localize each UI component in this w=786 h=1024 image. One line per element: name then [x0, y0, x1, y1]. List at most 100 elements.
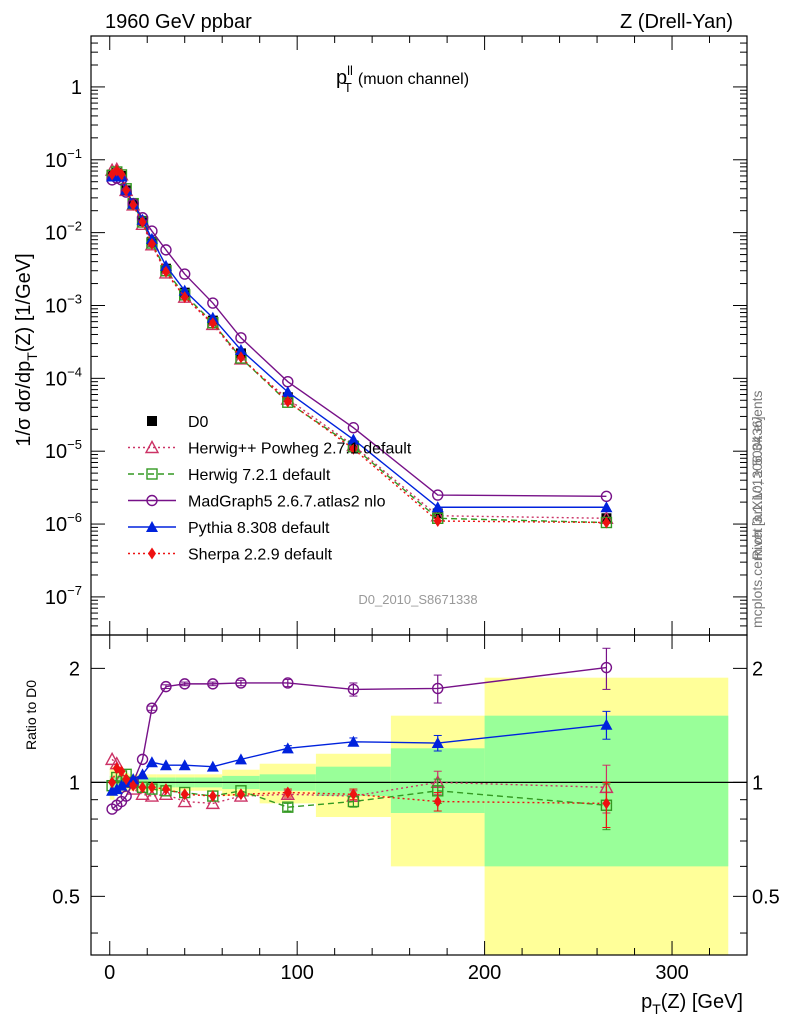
title-sub: T [344, 80, 352, 95]
data-point [161, 265, 170, 278]
ratio-ytick-label: 2 [69, 658, 80, 680]
ratio-point [179, 678, 191, 690]
data-point [129, 198, 138, 211]
ratio-point [135, 786, 150, 800]
main-ytick-label: 10−5 [45, 437, 82, 463]
ratio-point [144, 788, 160, 802]
xtick-label: 0 [104, 962, 115, 984]
data-point [234, 343, 247, 355]
legend-entry: Sherpa 2.2.9 default [128, 547, 333, 564]
header-right: Z (Drell-Yan) [620, 11, 733, 33]
ratio-point [129, 779, 138, 792]
legend-label: Herwig++ Powheg 2.7.1 default [188, 441, 412, 458]
legend-marker [146, 494, 158, 507]
data-point [206, 311, 219, 323]
data-point [347, 433, 360, 445]
xlabel-a: p [641, 991, 652, 1013]
main-panel: 1 10−1 10−2 10−3 10−4 10−5 10−6 10−7 [45, 35, 748, 636]
data-point [236, 351, 245, 364]
ratio-point [177, 794, 192, 808]
ratio-series-Sherpa 2.2.9 default [108, 762, 611, 828]
ratio-point [600, 661, 613, 674]
ratio-point [161, 783, 170, 796]
mcplots-label: mcplots.cern.ch [arXiv:1306.3436] [749, 416, 765, 628]
ratio-point [349, 788, 358, 801]
series-Sherpa 2.2.9 default [108, 164, 611, 529]
title-main: p [336, 67, 347, 89]
series-line [111, 169, 607, 524]
data-point [602, 516, 611, 529]
ratio-point [234, 753, 247, 765]
ratio-point [138, 781, 147, 794]
xtick-label: 100 [280, 962, 313, 984]
ratio-ytick-label: 1 [69, 772, 80, 794]
data-point [283, 395, 292, 408]
series-MadGraph5 2.6.7.atlas2 nlo [106, 172, 613, 503]
ratio-point [602, 797, 611, 810]
title-tail: (muon channel) [358, 71, 469, 88]
ratio-point [282, 677, 294, 689]
xtick-label: 300 [655, 962, 688, 984]
series-D0 [107, 167, 612, 524]
data-point [147, 237, 156, 250]
ratio-ytick-label-right: 2 [752, 658, 763, 680]
main-ytick-label: 10−3 [45, 291, 82, 317]
ratio-point [108, 776, 117, 789]
ratio-point [178, 759, 191, 771]
rivet-label: Rivet 3.1.10, ≥ 500k events [749, 390, 765, 560]
series-Pythia 8.308 default [106, 168, 613, 513]
legend-label: MadGraph5 2.6.7.atlas2 nlo [188, 494, 386, 511]
legend-marker [146, 521, 158, 532]
xlabel-c: (Z) [GeV] [661, 991, 743, 1013]
ratio-point [600, 718, 613, 730]
data-point [207, 297, 219, 309]
ratio-point [282, 801, 294, 813]
ratio-point [136, 768, 149, 780]
series-line [111, 171, 607, 524]
series-Herwig++ Powheg 2.7.1 default [104, 161, 614, 524]
ratio-point [127, 773, 140, 785]
legend-label: D0 [188, 414, 209, 431]
legend-marker [147, 416, 157, 426]
ylabel-c: (Z) [1/GeV] [13, 253, 35, 352]
ratio-point [104, 751, 120, 766]
ratio-point [146, 702, 158, 714]
ratio-point [235, 677, 247, 689]
data-point [180, 291, 189, 304]
legend-marker [148, 547, 156, 560]
ratio-point [206, 760, 219, 772]
ratio-point [281, 742, 294, 754]
data-point [600, 501, 613, 513]
title-sup: ll [347, 63, 353, 78]
legend-entry: D0 [147, 414, 209, 431]
ratio-point [120, 790, 132, 802]
ratio-point [205, 795, 221, 810]
ratio-point [117, 765, 126, 778]
ratio-frame [90, 634, 748, 956]
ratio-point [207, 678, 219, 690]
data-point [433, 515, 442, 528]
legend-label: Herwig 7.2.1 default [188, 467, 331, 484]
ratio-point [347, 683, 360, 696]
legend-entry: MadGraph5 2.6.7.atlas2 nlo [128, 494, 386, 511]
ratio-ytick-label-right: 1 [752, 772, 763, 794]
xlabel-b: T [652, 1001, 661, 1017]
main-ylabel: 1/σ dσ/dpT(Z) [1/GeV] [13, 253, 40, 446]
ratio-panel: 0.5 0.5 1 1 2 2 0 100 200 300 [52, 634, 780, 984]
xtick-label: 200 [468, 962, 501, 984]
legend-label: Sherpa 2.2.9 default [188, 547, 333, 564]
legend-entry: Pythia 8.308 default [128, 520, 330, 537]
data-point [235, 332, 247, 344]
data-point [432, 489, 444, 501]
header-left: 1960 GeV ppbar [105, 11, 252, 33]
panel-title: pll T (muon channel) [336, 63, 469, 95]
main-frame [90, 35, 748, 636]
legend-marker [146, 468, 158, 480]
data-point [281, 385, 294, 397]
ratio-point [432, 682, 444, 695]
ratio-point [283, 786, 292, 799]
legend-marker [144, 440, 160, 454]
data-point [160, 244, 172, 256]
main-ytick-label: 10−1 [45, 146, 82, 172]
